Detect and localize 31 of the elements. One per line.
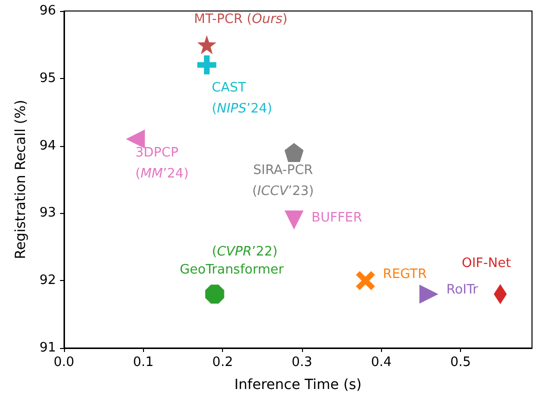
point: [419, 284, 438, 304]
y-axis-title: Registration Recall (%): [13, 100, 29, 260]
point: [284, 143, 304, 162]
x-tick-label: 0.5: [450, 355, 471, 370]
x-tick-label: 0.1: [132, 355, 154, 370]
series-label: GeoTransformer: [180, 262, 284, 278]
x-tick-label: 0.4: [370, 355, 392, 370]
annotation: (CVPR’22): [212, 244, 278, 260]
series-label: SIRA-PCR (ICCV’23): [252, 163, 314, 200]
point: [205, 284, 224, 304]
series-label: 3DPCP (MM’24): [135, 146, 189, 182]
point: [197, 35, 216, 54]
point: [356, 271, 375, 290]
series-label: RoITr: [446, 282, 479, 298]
x-tick-label: 0.3: [292, 355, 312, 370]
y-tick-label: 92: [39, 273, 56, 288]
point: [284, 210, 304, 230]
x-tick-label: 0.2: [212, 355, 233, 370]
y-tick-label: 91: [39, 340, 56, 356]
series-label: REGTR: [382, 267, 427, 282]
series-label: MT-PCR (Ours): [194, 12, 288, 28]
y-tick-label: 94: [39, 138, 56, 154]
x-tick-label: 0.0: [54, 355, 74, 370]
y-tick-label: 95: [39, 70, 56, 86]
point: [197, 55, 216, 74]
y-tick-label: 96: [39, 4, 56, 18]
series-label: CAST (NIPS’24): [212, 80, 272, 116]
y-tick-label: 93: [39, 206, 56, 221]
series-label: BUFFER: [312, 210, 362, 226]
series-label: OIF-Net: [462, 256, 511, 272]
x-axis-title: Inference Time (s): [234, 377, 362, 393]
